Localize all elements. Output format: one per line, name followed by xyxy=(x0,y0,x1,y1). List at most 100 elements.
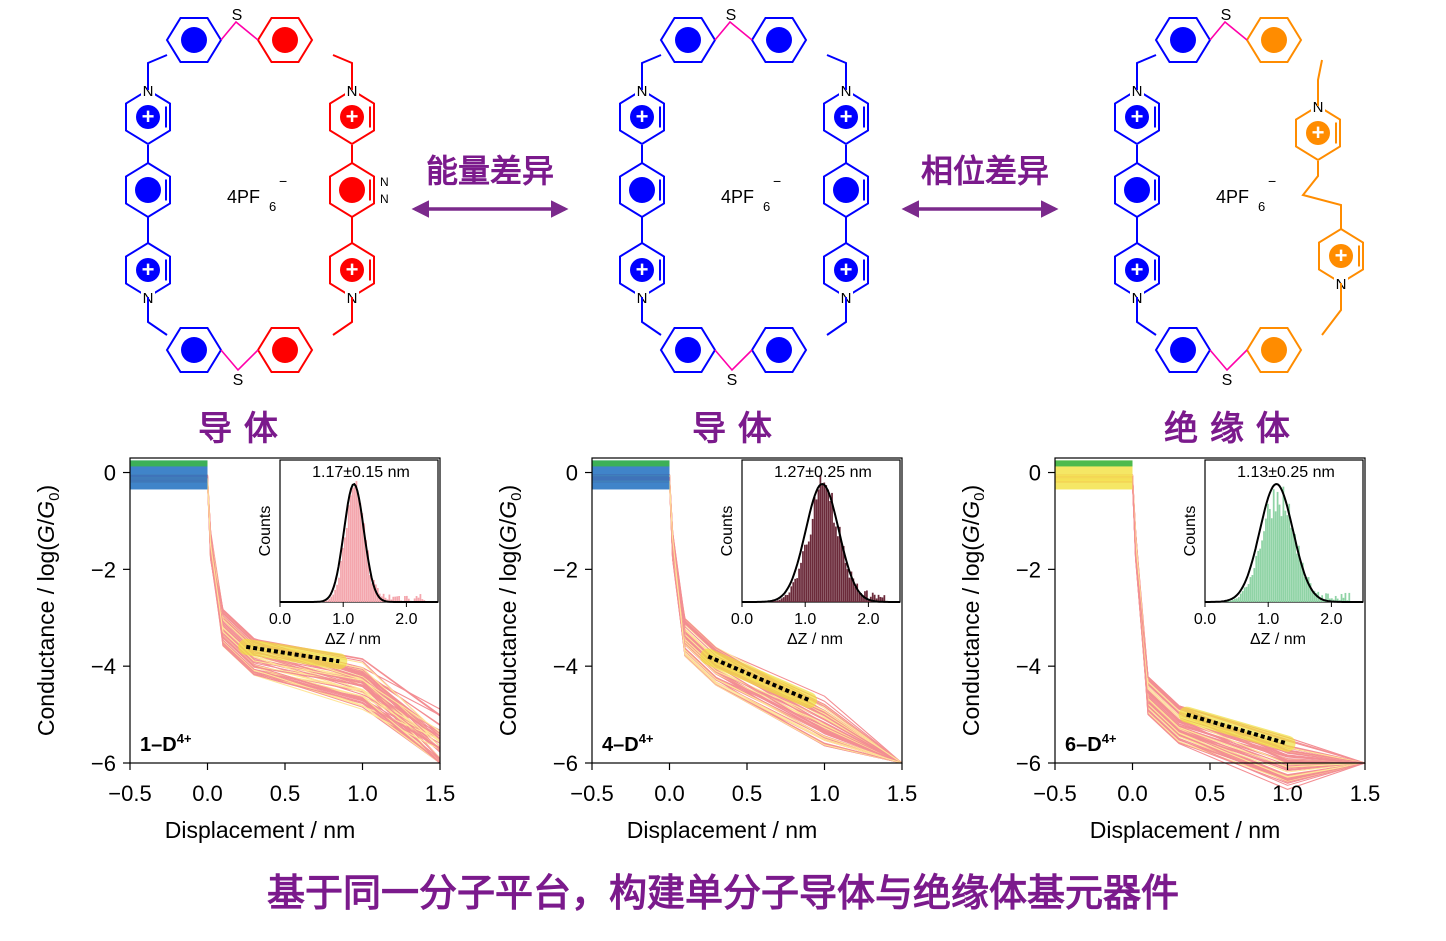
histogram-bar xyxy=(1245,586,1248,602)
y-axis-label: Conductance / log(G/G0) xyxy=(958,485,988,736)
mol3-right-pyridinium-top-plus: + xyxy=(1312,120,1325,145)
inset-fit-value: 1.17±0.15 nm xyxy=(312,464,410,481)
mol3-left-pyridinium-top-charge xyxy=(1125,105,1149,129)
sulfur-bottom: S xyxy=(1222,372,1233,389)
histogram-bar xyxy=(1342,597,1345,602)
mol2-right-pyridinium-top-plus: + xyxy=(840,104,853,129)
mol3-top-right-benzene-dot xyxy=(1261,27,1287,53)
histogram-bar xyxy=(844,562,847,602)
histogram-bar xyxy=(347,505,350,602)
histogram-bar xyxy=(842,546,845,602)
ch2-link xyxy=(147,297,168,336)
histogram-bar xyxy=(774,600,777,602)
inset-x-tick-label: 1.0 xyxy=(794,611,816,628)
histogram-bar xyxy=(338,577,340,602)
mol3-right-pyridinium-top xyxy=(1295,104,1341,162)
y-tick-label: 0 xyxy=(566,461,578,486)
mol3-bottom-right-benzene-dot xyxy=(1261,337,1287,363)
mol2-left-pyridinium-top-charge xyxy=(630,105,654,129)
y-tick-label: 0 xyxy=(1029,461,1041,486)
molecule-label-1: 导 体 xyxy=(198,409,278,449)
histogram-bar xyxy=(1276,491,1279,602)
mol1-right-pyridinium-bottom-plus: + xyxy=(346,257,359,282)
histogram-bar xyxy=(836,536,839,602)
y-label-part: Conductance / log( xyxy=(33,543,59,736)
histogram-bar xyxy=(794,578,797,602)
histogram-bar xyxy=(831,492,833,602)
y-tick-label: −6 xyxy=(1016,751,1041,776)
histogram-bar xyxy=(342,547,344,602)
y-tick-label: −6 xyxy=(91,751,116,776)
histogram-bar xyxy=(788,592,791,602)
x-axis-label: Displacement / nm xyxy=(627,817,817,843)
mol2-right-pyridinium-top-charge xyxy=(834,105,858,129)
mol1-left-pyridinium-bottom-plus: + xyxy=(142,257,155,282)
y-label-part: G xyxy=(33,501,59,519)
x-tick-label: 1.5 xyxy=(887,781,918,806)
histogram-bar xyxy=(1280,516,1283,602)
y-label-part: / xyxy=(33,518,59,525)
histogram-bar xyxy=(1259,548,1262,602)
histogram-bar xyxy=(1340,593,1343,602)
mol1-top-right-benzene xyxy=(256,17,314,63)
sulfur-bridge xyxy=(714,349,753,372)
inset-x-tick-label: 0.0 xyxy=(1194,611,1216,628)
sulfur-top: S xyxy=(1221,7,1232,24)
histogram-bar xyxy=(1278,504,1281,602)
histogram-bar xyxy=(800,562,802,602)
histogram-bar xyxy=(1296,553,1298,602)
histogram-bar xyxy=(835,526,837,602)
inset-x-label: ΔZ / nm xyxy=(325,631,381,648)
histogram-bar xyxy=(867,600,870,602)
mol3-right-pyridinium-top-n: N xyxy=(1313,99,1324,116)
histogram-bar xyxy=(1325,593,1327,602)
histogram-bar xyxy=(871,592,874,602)
histogram-bar xyxy=(848,577,851,602)
histogram-bar xyxy=(1327,593,1329,602)
histogram-bar xyxy=(1288,503,1291,602)
y-tick-label: −4 xyxy=(553,654,578,679)
panel-tag: 4–D4+ xyxy=(602,731,654,756)
x-tick-label: −0.5 xyxy=(108,781,151,806)
anion-label: 4PF xyxy=(227,187,260,207)
arrows-group: 能量差异 相位差异 xyxy=(411,152,1059,218)
histogram-bar xyxy=(823,482,826,602)
mol1-bottom-left-benzene-dot xyxy=(181,337,207,363)
mol3-top-left-benzene-dot xyxy=(1170,27,1196,53)
histogram-bar xyxy=(1301,562,1304,602)
mol1-right-pyridinium-top xyxy=(329,88,375,146)
inset-histogram xyxy=(1205,486,1351,602)
histogram-bar xyxy=(1243,587,1246,602)
histogram-bar xyxy=(807,541,810,602)
histogram-bar xyxy=(1234,598,1236,602)
mol1-left-pyridinium-bottom-charge xyxy=(136,258,160,282)
arrow-label-2: 相位差异 xyxy=(921,152,1049,190)
y-tick-label: −6 xyxy=(553,751,578,776)
sulfur-bridge xyxy=(220,349,259,372)
y-label-part: 0 xyxy=(971,493,988,501)
plateau-dashed-line xyxy=(707,654,810,702)
inset-fit-value: 1.27±0.25 nm xyxy=(774,464,872,481)
y-tick-label: 0 xyxy=(104,461,116,486)
histogram-bar xyxy=(1268,508,1271,602)
y-label-part: G xyxy=(495,525,521,543)
anion-superscript: − xyxy=(1268,173,1276,189)
histogram-bar xyxy=(798,568,800,602)
histogram-bar xyxy=(802,551,804,602)
histogram-bar xyxy=(827,489,830,602)
anion-superscript: − xyxy=(773,173,781,189)
histogram-bar xyxy=(1241,591,1244,602)
inset-x-tick-label: 2.0 xyxy=(857,611,879,628)
histogram-bar xyxy=(1261,540,1263,602)
mol2-top-left-benzene-dot xyxy=(675,27,701,53)
histogram-bar xyxy=(875,598,878,602)
ch2-link xyxy=(826,54,847,90)
pyridazine-n: N xyxy=(380,175,389,189)
ch2-link xyxy=(1136,54,1157,90)
y-tick-label: −2 xyxy=(1016,557,1041,582)
histogram-bar xyxy=(862,595,864,602)
y-label-part: Conductance / log( xyxy=(958,543,984,736)
histogram-bar xyxy=(1315,593,1318,602)
mol1-right-pyridinium-bottom-n-bg xyxy=(345,288,359,304)
